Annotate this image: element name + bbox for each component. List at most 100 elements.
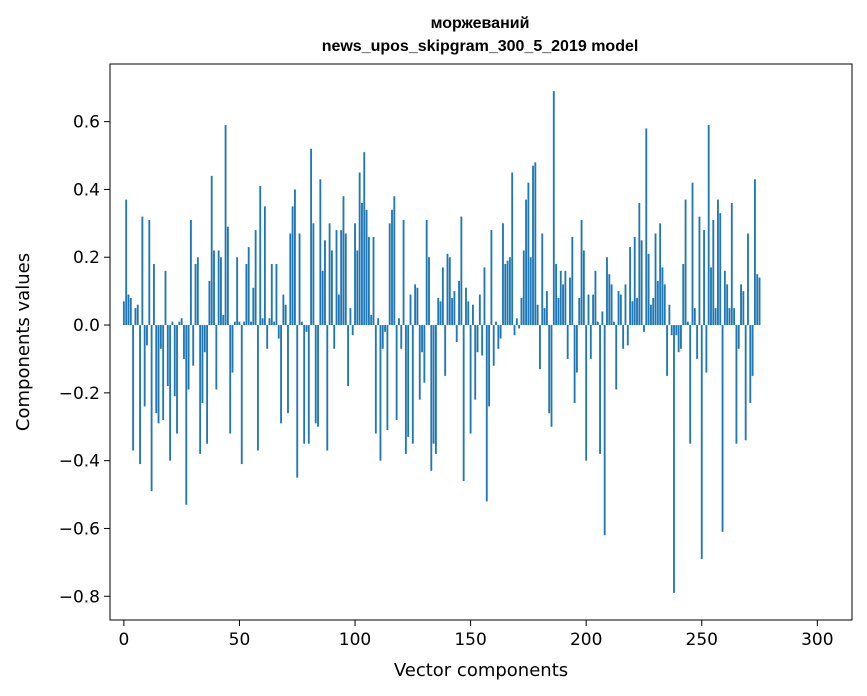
bar	[518, 325, 521, 329]
bar	[506, 260, 509, 326]
bar	[689, 325, 692, 444]
bar	[495, 321, 497, 326]
bar	[656, 280, 659, 326]
bar	[270, 264, 273, 326]
bar	[536, 304, 539, 326]
bar	[580, 219, 583, 326]
bar	[629, 247, 632, 326]
bar	[310, 148, 313, 326]
bar	[178, 321, 181, 326]
bar	[712, 219, 715, 326]
bar	[335, 230, 338, 326]
bar	[236, 257, 239, 326]
bar	[485, 325, 488, 502]
bar	[289, 233, 292, 326]
bar	[416, 287, 419, 326]
bar	[589, 325, 592, 359]
bar	[337, 294, 340, 326]
bar	[631, 301, 634, 326]
bar	[215, 325, 218, 390]
bar	[460, 216, 463, 326]
bar	[333, 325, 336, 349]
bar	[259, 186, 262, 326]
bar	[534, 162, 537, 326]
bar	[564, 270, 567, 326]
bar	[728, 308, 731, 326]
chart-title-line-2: news_upos_skipgram_300_5_2019 model	[322, 38, 639, 55]
bar	[277, 325, 280, 339]
bar	[254, 230, 257, 326]
bar	[414, 284, 417, 326]
bar	[185, 325, 188, 505]
bar	[502, 223, 504, 326]
bar	[717, 199, 719, 326]
bar	[451, 297, 454, 326]
bar	[619, 294, 622, 326]
bar	[266, 325, 269, 349]
bar	[753, 179, 756, 326]
bar	[208, 280, 211, 326]
bar	[125, 199, 128, 326]
bar	[176, 325, 178, 434]
bar	[471, 304, 474, 326]
bar	[374, 325, 377, 434]
bar	[307, 325, 310, 444]
bar	[439, 301, 442, 326]
bar	[354, 223, 356, 326]
bar	[159, 325, 162, 349]
bar	[273, 321, 276, 326]
y-axis-label: Components values	[13, 253, 34, 431]
bar	[677, 325, 680, 353]
bar	[548, 325, 551, 414]
bar	[622, 325, 625, 349]
bar	[282, 294, 285, 326]
bar	[703, 230, 705, 326]
bar	[520, 297, 523, 326]
bar	[280, 325, 282, 424]
bar	[458, 280, 460, 326]
bar	[603, 325, 606, 536]
bar	[166, 325, 169, 387]
bar	[263, 206, 266, 326]
bar	[492, 325, 495, 366]
bar	[418, 325, 421, 400]
bar	[696, 325, 699, 359]
bar	[199, 325, 202, 454]
bar	[462, 325, 465, 481]
bar	[543, 308, 546, 326]
bar	[324, 240, 326, 326]
bar	[398, 318, 400, 326]
bar	[240, 325, 243, 465]
bar	[511, 172, 514, 326]
bar	[261, 318, 264, 326]
bar	[576, 325, 578, 373]
bar	[624, 284, 627, 326]
bar	[247, 247, 250, 326]
bar	[393, 196, 396, 326]
bar	[231, 325, 234, 373]
bar	[180, 318, 183, 326]
bar	[287, 325, 289, 414]
bar	[610, 284, 613, 326]
bar	[615, 325, 618, 390]
bar	[425, 219, 428, 326]
bar	[356, 250, 359, 326]
y-tick-label: −0.6	[59, 519, 100, 539]
bar	[243, 321, 245, 326]
bar	[719, 213, 722, 326]
bar	[571, 236, 574, 326]
bar	[592, 294, 595, 326]
bar	[132, 325, 135, 451]
x-tick-label: 250	[686, 630, 718, 650]
bar	[245, 264, 248, 326]
bar	[407, 325, 410, 437]
y-tick-label: 0.6	[73, 113, 100, 133]
bar	[372, 236, 375, 326]
bar	[444, 325, 447, 376]
bar	[446, 253, 449, 326]
x-tick-label: 0	[118, 630, 129, 650]
bar	[127, 294, 130, 326]
bar	[233, 321, 236, 326]
bar	[525, 199, 527, 326]
bar	[481, 325, 484, 356]
